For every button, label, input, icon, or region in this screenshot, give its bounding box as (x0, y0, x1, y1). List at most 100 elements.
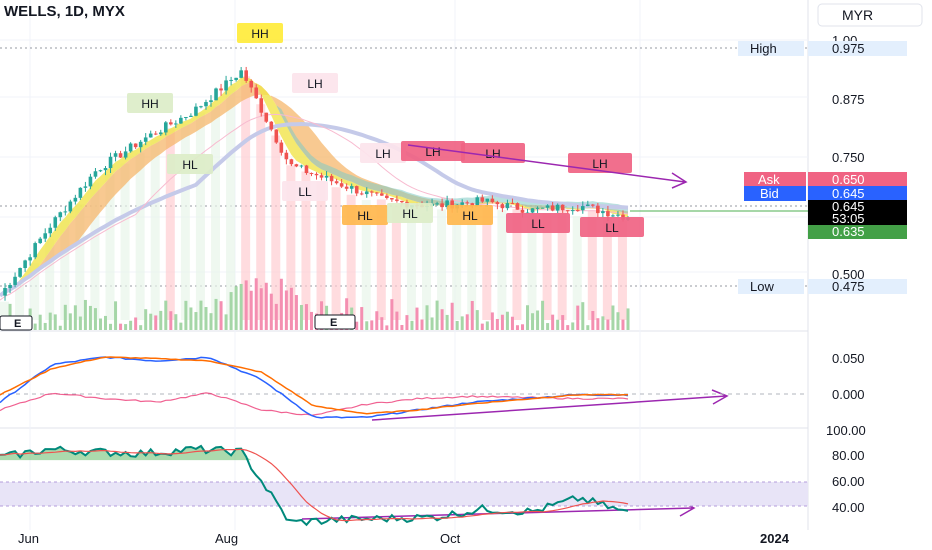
candle-body (445, 200, 449, 208)
macd-axis[interactable]: 0.050 0.000 (832, 351, 865, 402)
volume-bar (566, 325, 570, 330)
trend-band (30, 263, 40, 320)
trend-band (557, 210, 567, 320)
candle-body (349, 186, 354, 189)
volume-bar (380, 317, 384, 330)
volume-bar (299, 304, 303, 330)
candle-body (460, 202, 465, 205)
volume-bar (460, 316, 464, 330)
candle-body (214, 88, 218, 101)
volume-bar (365, 321, 369, 330)
volume-bar (204, 307, 208, 330)
volume-bar (33, 323, 37, 330)
trend-band (180, 123, 190, 320)
ask-label: Ask (758, 172, 780, 187)
volume-bar (169, 311, 173, 330)
ask-value-tag (808, 172, 907, 187)
volume-bar (465, 314, 469, 330)
trend-band (512, 209, 522, 320)
trend-band (527, 218, 537, 320)
candle-body (83, 186, 88, 188)
candle-body (224, 80, 228, 91)
structure-label: LH (292, 73, 338, 93)
candle-body (229, 79, 233, 81)
volume-bar (450, 302, 454, 330)
volume-bar (515, 325, 519, 330)
structure-label-text: HH (141, 97, 158, 111)
currency-label: MYR (842, 7, 873, 23)
candle-body (63, 211, 68, 213)
candle-body (58, 212, 63, 218)
volume-bar (219, 301, 223, 330)
low-value: 0.475 (832, 279, 865, 294)
rsi-tick: 80.00 (832, 448, 865, 463)
candle-body (611, 215, 615, 217)
candle-body (118, 153, 123, 158)
candle-body (78, 187, 83, 198)
volume-bar (616, 312, 620, 330)
volume-bar (38, 314, 42, 330)
trend-band (391, 205, 401, 320)
candle-body (540, 207, 545, 209)
candle-body (48, 227, 53, 234)
currency-button[interactable] (817, 3, 923, 27)
volume-bar (480, 323, 484, 330)
trend-band (301, 171, 311, 320)
candle-body (530, 208, 535, 213)
volume-bar (249, 290, 253, 330)
earnings-marker[interactable]: E (0, 315, 33, 331)
last-price: 0.645 (832, 199, 865, 214)
volume-bar (93, 308, 97, 330)
volume-bar (510, 316, 514, 330)
high-tag-label: High (750, 41, 777, 56)
candle-body (560, 204, 565, 211)
structure-label-text: LL (298, 185, 312, 199)
volume-bar (581, 302, 585, 330)
volume-bar (455, 321, 459, 330)
candle-body (535, 207, 540, 209)
earnings-marker[interactable]: E (314, 314, 356, 330)
candle-body (138, 141, 143, 148)
candle-body (294, 164, 299, 167)
candle-body (219, 88, 223, 91)
candle-body (264, 112, 269, 122)
macd-tick: 0.050 (832, 351, 865, 366)
volume-bar (355, 321, 359, 330)
volume-bar (470, 300, 474, 330)
volume-bar (48, 312, 52, 330)
candle-body (284, 152, 289, 160)
volume-bar (53, 314, 57, 330)
candle-body (244, 70, 248, 81)
bid-value: 0.645 (832, 186, 865, 201)
trend-band (75, 203, 85, 320)
candle-body (204, 102, 208, 107)
trend-band (406, 213, 416, 320)
structure-label: HL (387, 203, 433, 223)
candle-body (269, 121, 274, 130)
candle-body (73, 197, 78, 202)
candle-body (13, 276, 17, 285)
volume-bar (520, 324, 524, 330)
trend-band (587, 210, 597, 320)
trend-band (241, 76, 251, 320)
candle-body (450, 200, 454, 209)
candle-body (490, 198, 495, 203)
low-value-tag (808, 279, 907, 294)
volume-bar (244, 280, 248, 330)
symbol-title[interactable]: WELLS, 1D, MYX (4, 3, 125, 20)
volume-bar (571, 322, 575, 330)
structure-label-text: LH (485, 147, 500, 161)
trend-band (271, 135, 281, 320)
price-tick: 0.750 (832, 150, 865, 165)
trend-band (0, 301, 9, 320)
volume-bar (209, 313, 213, 330)
trend-band (497, 210, 507, 320)
time-axis[interactable]: Jun Aug Oct 2024 (18, 531, 790, 546)
candle-body (485, 198, 490, 202)
volume-bar (551, 314, 555, 330)
high-value-tag (808, 41, 907, 56)
candle-body (113, 153, 118, 157)
rsi-axis[interactable]: 100.00 80.00 60.00 40.00 (826, 423, 866, 515)
earnings-marker-label: E (14, 318, 21, 330)
